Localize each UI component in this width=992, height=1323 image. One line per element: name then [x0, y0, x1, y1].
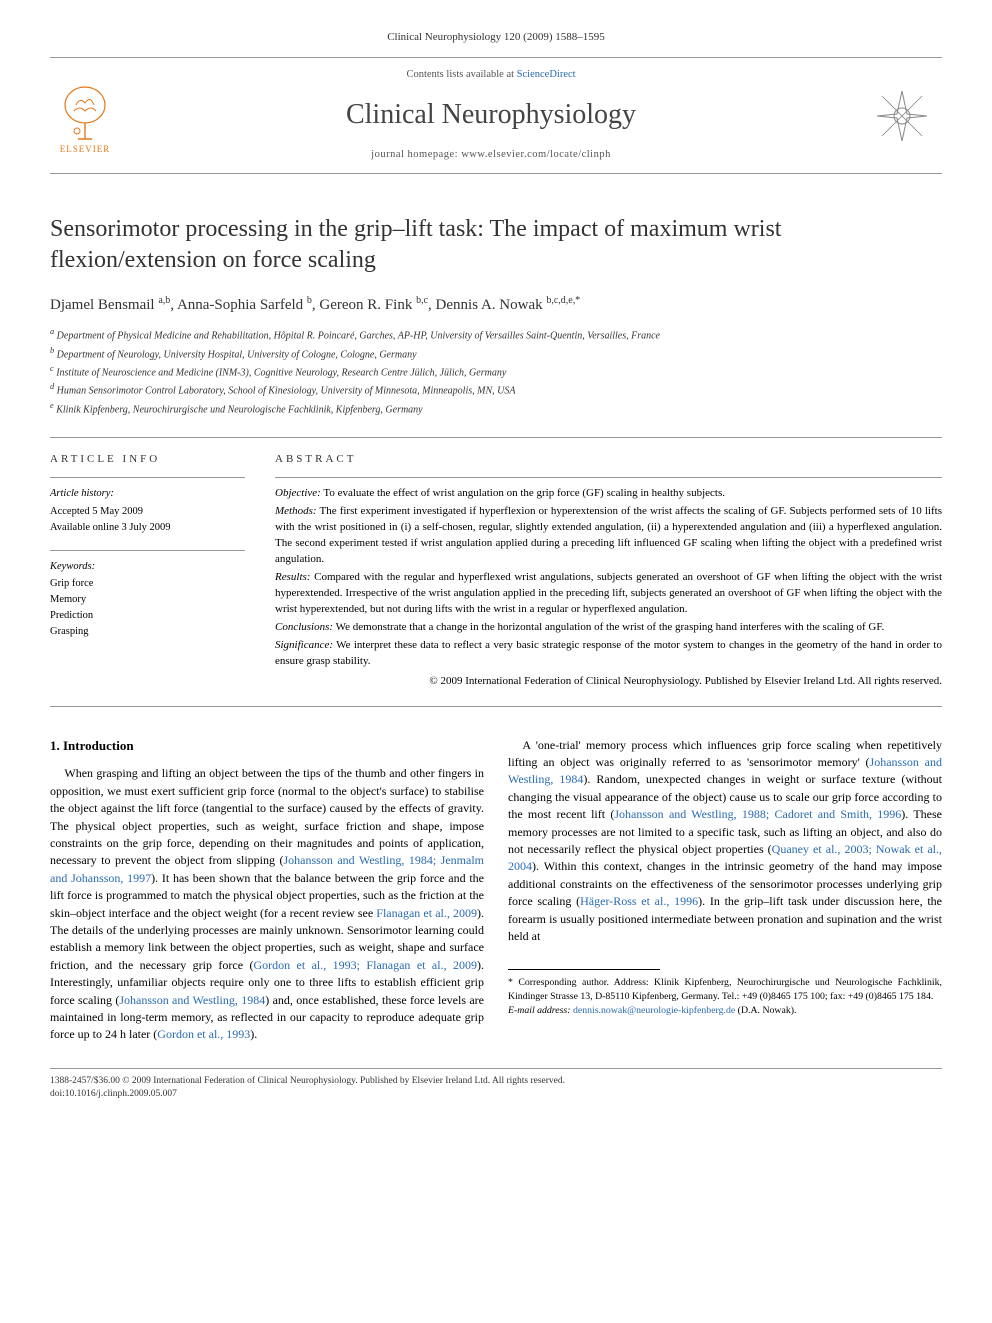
methods-text: The first experiment investigated if hyp…: [275, 505, 942, 565]
footer-doi: doi:10.1016/j.clinph.2009.05.007: [50, 1088, 942, 1101]
article-info-heading: ARTICLE INFO: [50, 452, 245, 467]
abstract-body: Objective: To evaluate the effect of wri…: [275, 477, 942, 689]
keyword: Prediction: [50, 608, 245, 624]
keywords-label: Keywords:: [50, 559, 245, 575]
info-abstract-row: ARTICLE INFO Article history: Accepted 5…: [50, 437, 942, 707]
article-info-column: ARTICLE INFO Article history: Accepted 5…: [50, 438, 260, 706]
abstract-copyright: © 2009 International Federation of Clini…: [275, 674, 942, 690]
affiliation-line: b Department of Neurology, University Ho…: [50, 345, 942, 362]
significance-label: Significance:: [275, 639, 333, 651]
article-title: Sensorimotor processing in the grip–lift…: [50, 214, 942, 276]
elsevier-tree-icon: [58, 83, 112, 141]
homepage-url: www.elsevier.com/locate/clinph: [461, 149, 611, 160]
contents-available-line: Contents lists available at ScienceDirec…: [138, 68, 844, 83]
banner-center: Contents lists available at ScienceDirec…: [138, 68, 844, 163]
keyword: Memory: [50, 592, 245, 608]
affiliation-line: a Department of Physical Medicine and Re…: [50, 326, 942, 343]
article-history-block: Article history: Accepted 5 May 2009 Ava…: [50, 477, 245, 535]
body-text: ).: [250, 1027, 257, 1041]
objective-label: Objective:: [275, 487, 321, 499]
main-body-columns: 1. Introduction When grasping and liftin…: [50, 737, 942, 1044]
conclusions-label: Conclusions:: [275, 621, 333, 633]
email-label: E-mail address:: [508, 1005, 571, 1016]
significance-text: We interpret these data to reflect a ver…: [275, 639, 942, 667]
affiliations: a Department of Physical Medicine and Re…: [50, 326, 942, 417]
footer-copyright: 1388-2457/$36.00 © 2009 International Fe…: [50, 1075, 942, 1088]
citation-link[interactable]: Johansson and Westling, 1988; Cadoret an…: [614, 807, 901, 821]
compass-icon: [867, 81, 937, 151]
citation-link[interactable]: Johansson and Westling, 1984: [119, 993, 265, 1007]
accepted-date: Accepted 5 May 2009: [50, 504, 245, 520]
keywords-block: Keywords: Grip force Memory Prediction G…: [50, 550, 245, 640]
citation-link[interactable]: Flanagan et al., 2009: [376, 906, 477, 920]
header-citation: Clinical Neurophysiology 120 (2009) 1588…: [50, 30, 942, 45]
results-text: Compared with the regular and hyperflexe…: [275, 571, 942, 615]
journal-homepage: journal homepage: www.elsevier.com/locat…: [138, 148, 844, 163]
homepage-prefix: journal homepage:: [371, 149, 461, 160]
objective-text: To evaluate the effect of wrist angulati…: [323, 487, 725, 499]
footnote-rule: [508, 969, 660, 970]
page-footer: 1388-2457/$36.00 © 2009 International Fe…: [50, 1068, 942, 1102]
intro-paragraph-1: When grasping and lifting an object betw…: [50, 765, 484, 1043]
contents-prefix: Contents lists available at: [406, 69, 516, 80]
citation-link[interactable]: Gordon et al., 1993: [157, 1027, 250, 1041]
email-who: (D.A. Nowak).: [735, 1005, 796, 1016]
journal-cover-logo: [862, 76, 942, 156]
conclusions-text: We demonstrate that a change in the hori…: [336, 621, 885, 633]
affiliation-line: d Human Sensorimotor Control Laboratory,…: [50, 381, 942, 398]
corresponding-email: E-mail address: dennis.nowak@neurologie-…: [508, 1004, 942, 1018]
methods-label: Methods:: [275, 505, 317, 517]
footnotes: * Corresponding author. Address: Klinik …: [508, 976, 942, 1017]
sciencedirect-link[interactable]: ScienceDirect: [517, 69, 576, 80]
abstract-heading: ABSTRACT: [275, 452, 942, 467]
authors-line: Djamel Bensmail a,b, Anna-Sophia Sarfeld…: [50, 294, 942, 316]
citation-link[interactable]: Häger-Ross et al., 1996: [580, 894, 698, 908]
email-link[interactable]: dennis.nowak@neurologie-kipfenberg.de: [573, 1005, 735, 1016]
keyword: Grip force: [50, 576, 245, 592]
intro-paragraph-2: A 'one-trial' memory process which influ…: [508, 737, 942, 946]
journal-banner: ELSEVIER Contents lists available at Sci…: [50, 57, 942, 174]
corr-label: * Corresponding author.: [508, 977, 609, 988]
affiliation-line: c Institute of Neuroscience and Medicine…: [50, 363, 942, 380]
keyword: Grasping: [50, 624, 245, 640]
corresponding-author: * Corresponding author. Address: Klinik …: [508, 976, 942, 1003]
citation-link[interactable]: Gordon et al., 1993; Flanagan et al., 20…: [253, 958, 477, 972]
history-label: Article history:: [50, 486, 245, 502]
elsevier-brand-text: ELSEVIER: [60, 143, 111, 156]
section-heading-intro: 1. Introduction: [50, 737, 484, 756]
affiliation-line: e Klinik Kipfenberg, Neurochirurgische u…: [50, 400, 942, 417]
journal-name: Clinical Neurophysiology: [138, 95, 844, 134]
online-date: Available online 3 July 2009: [50, 520, 245, 536]
results-label: Results:: [275, 571, 310, 583]
abstract-column: ABSTRACT Objective: To evaluate the effe…: [260, 438, 942, 706]
elsevier-logo: ELSEVIER: [50, 76, 120, 156]
